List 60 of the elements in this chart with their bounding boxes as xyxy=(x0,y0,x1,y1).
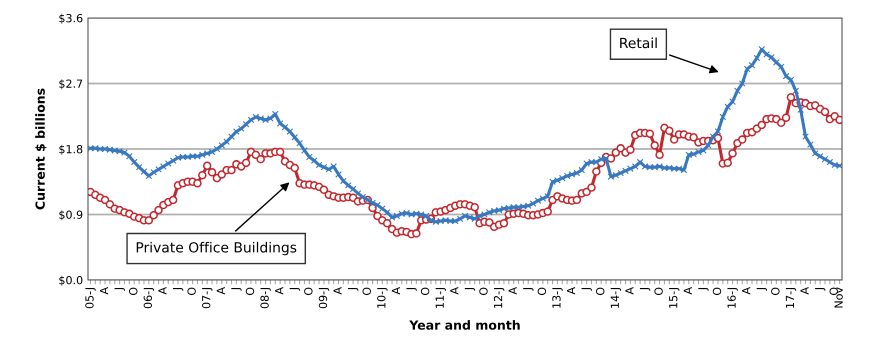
x-tick-label: 11-J xyxy=(436,288,446,308)
x-tick-label: J xyxy=(348,288,358,291)
x-tick-label: J xyxy=(698,288,709,291)
annotation: Retail xyxy=(620,37,657,48)
x-tick-label: J xyxy=(114,288,125,291)
x-tick-label: 12-J xyxy=(494,288,504,308)
x-tick-label: O xyxy=(129,288,138,296)
x-tick-label: A xyxy=(742,287,750,294)
x-tick-label: 06-J xyxy=(144,288,154,308)
x-tick-label: 08-J xyxy=(260,288,271,308)
x-tick-label: O xyxy=(654,288,663,296)
x-tick-label: O xyxy=(596,288,604,296)
x-tick-label: J xyxy=(756,288,768,291)
x-tick-label: O xyxy=(304,288,313,296)
x-tick-label: A xyxy=(508,287,517,294)
x-tick-label: 17-J xyxy=(786,288,796,308)
y-tick-label: $2.7 xyxy=(59,79,82,90)
x-tick-label: A xyxy=(392,287,400,294)
x-tick-label: J xyxy=(406,288,417,291)
x-tick-label: A xyxy=(450,287,458,294)
x-tick-label: 14-J xyxy=(610,288,622,308)
x-tick-label: J xyxy=(640,288,650,291)
x-tick-label: 10-J xyxy=(377,288,388,308)
x-tick-label: 07-J xyxy=(202,288,212,308)
x-tick-label: A xyxy=(684,287,692,294)
x-tick-label: 09-J xyxy=(318,288,330,308)
x-tick-label: A xyxy=(100,287,108,294)
x-tick-label: A xyxy=(566,287,576,294)
y-tick-label: $3.6 xyxy=(59,14,82,24)
x-tick-label: J xyxy=(464,288,476,291)
x-tick-label: O xyxy=(712,288,722,296)
x-tick-label: O xyxy=(187,288,196,296)
x-tick-label: A xyxy=(800,287,809,294)
y-axis-title: Current $ billions xyxy=(35,88,47,210)
x-tick-label: J xyxy=(815,288,826,291)
x-tick-label: J xyxy=(231,288,242,291)
x-tick-label: O xyxy=(479,288,488,296)
x-tick-label: O xyxy=(420,288,430,296)
x-tick-label: A xyxy=(625,287,634,294)
y-tick-label: $0.0 xyxy=(59,276,82,286)
x-tick-label: 16-J xyxy=(727,288,738,308)
y-tick-label: $1.8 xyxy=(59,144,82,155)
x-tick-label: J xyxy=(582,288,592,291)
x-tick-label: O xyxy=(771,288,780,296)
x-tick-label: 15-J xyxy=(669,288,680,308)
x-tick-label: A xyxy=(158,287,166,294)
x-tick-label: A xyxy=(333,287,342,294)
x-tick-label: A xyxy=(216,287,225,294)
x-tick-label: 05-J xyxy=(85,288,96,308)
y-tick-label: $0.9 xyxy=(59,210,82,220)
x-tick-label: O xyxy=(362,288,371,296)
x-tick-label: J xyxy=(172,288,184,291)
x-tick-label: O xyxy=(538,288,546,296)
x-tick-label: A xyxy=(275,287,284,294)
x-tick-label: J xyxy=(290,288,300,291)
x-tick-label: O xyxy=(246,288,254,296)
x-axis-title: Year and month xyxy=(409,320,520,330)
x-tick-label: 13-J xyxy=(552,288,563,308)
annotation: Private Office Buildings xyxy=(136,242,296,256)
x-tick-label: J xyxy=(523,288,534,291)
